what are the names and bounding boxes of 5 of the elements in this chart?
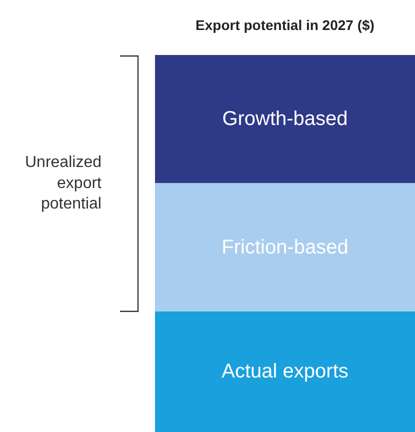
text: Unrealized export potential (25, 154, 102, 213)
series-label: Growth-based (222, 108, 348, 130)
series-label: Friction-based (222, 236, 348, 258)
series-label: Actual exports (222, 360, 348, 383)
chart-title: Export potential in 2027 ($) (196, 16, 374, 33)
